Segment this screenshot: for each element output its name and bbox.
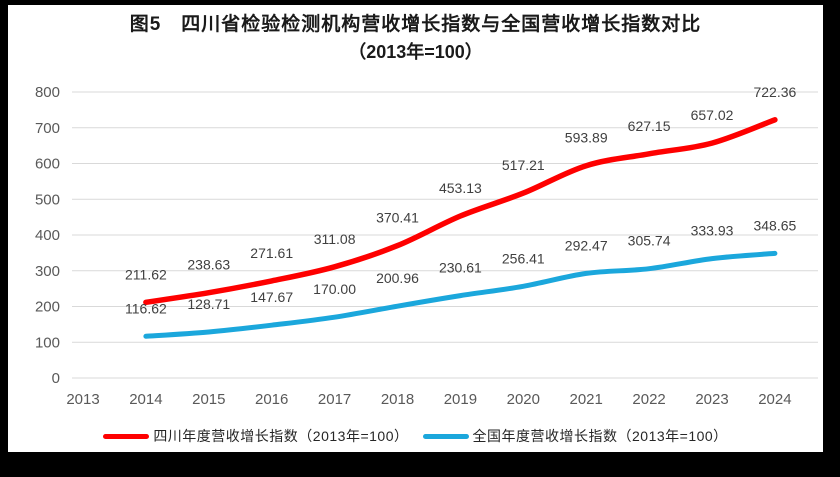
y-tick-label: 400 [35, 227, 60, 244]
series-line-national [143, 250, 778, 339]
y-tick-label: 800 [35, 84, 60, 101]
x-axis-labels: 2013 2014 2015 2016 2017 2018 2019 2020 2021 2022… [66, 391, 791, 408]
x-tick-label: 2022 [632, 391, 665, 408]
data-label: 147.67 [250, 289, 293, 305]
data-label: 305.74 [628, 233, 671, 249]
data-label: 128.71 [187, 296, 230, 312]
legend-label-sichuan: 四川年度营收增长指数（2013年=100） [153, 428, 409, 444]
x-tick-label: 2024 [758, 391, 791, 408]
data-labels-sichuan: 211.62 238.63 271.61 311.08 370.41 453.13 517.… [125, 84, 797, 282]
y-tick-label: 700 [35, 120, 60, 137]
legend-line-swatch-sichuan [103, 433, 150, 439]
data-label: 256.41 [502, 250, 545, 266]
data-label: 627.15 [628, 118, 671, 134]
data-label: 311.08 [314, 231, 356, 247]
data-label: 116.62 [125, 300, 167, 316]
data-labels-national: 116.62 128.71 147.67 170.00 200.96 230.61 256.… [125, 217, 797, 316]
x-tick-label: 2021 [570, 391, 603, 408]
data-label: 722.36 [753, 84, 796, 100]
chart-legend: 四川年度营收增长指数（2013年=100） 全国年度营收增长指数（2013年=10… [8, 423, 823, 449]
chart-title-line1: 图5 四川省检验检测机构营收增长指数与全国营收增长指数对比 [129, 14, 702, 35]
legend-item-sichuan: 四川年度营收增长指数（2013年=100） [103, 426, 408, 446]
data-label: 211.62 [125, 266, 167, 282]
data-label: 292.47 [565, 237, 608, 253]
x-tick-label: 2020 [507, 391, 540, 408]
y-axis-labels: 0 100 200 300 400 500 600 700 800 [35, 84, 60, 387]
y-tick-label: 0 [52, 370, 60, 387]
data-label: 200.96 [376, 270, 419, 286]
x-tick-label: 2016 [255, 391, 288, 408]
data-label: 657.02 [691, 107, 734, 123]
y-tick-label: 300 [35, 263, 60, 280]
y-tick-label: 500 [35, 191, 60, 208]
data-label: 453.13 [439, 180, 482, 196]
y-tick-label: 600 [35, 156, 60, 173]
data-label: 517.21 [502, 157, 545, 173]
legend-item-national: 全国年度营收增长指数（2013年=100） [422, 426, 728, 446]
y-tick-label: 200 [35, 299, 60, 316]
x-tick-label: 2015 [192, 391, 225, 408]
data-label: 170.00 [313, 281, 356, 297]
data-label: 593.89 [565, 130, 608, 146]
data-label: 230.61 [439, 260, 482, 276]
data-label: 370.41 [376, 210, 419, 226]
series-line-sichuan [143, 117, 778, 306]
data-label: 271.61 [250, 245, 293, 261]
x-tick-label: 2014 [129, 391, 162, 408]
x-tick-label: 2019 [444, 391, 477, 408]
data-label: 238.63 [187, 257, 230, 273]
y-tick-label: 100 [35, 334, 60, 351]
data-label: 333.93 [691, 223, 734, 239]
x-tick-label: 2018 [381, 391, 414, 408]
data-label: 348.65 [753, 217, 796, 233]
legend-label-national: 全国年度营收增长指数（2013年=100） [472, 428, 728, 444]
gridlines [72, 91, 818, 379]
x-tick-label: 2013 [66, 391, 99, 408]
chart-canvas: 图5 四川省检验检测机构营收增长指数与全国营收增长指数对比 （2013年=100… [8, 5, 823, 452]
legend-line-swatch-national [422, 433, 469, 439]
x-tick-label: 2023 [695, 391, 728, 408]
x-tick-label: 2017 [318, 391, 351, 408]
chart-title-line2: （2013年=100） [348, 42, 483, 62]
